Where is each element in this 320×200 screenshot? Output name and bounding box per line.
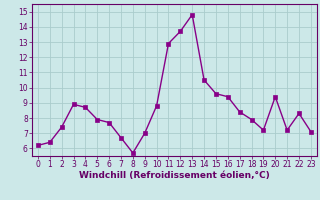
X-axis label: Windchill (Refroidissement éolien,°C): Windchill (Refroidissement éolien,°C) bbox=[79, 171, 270, 180]
